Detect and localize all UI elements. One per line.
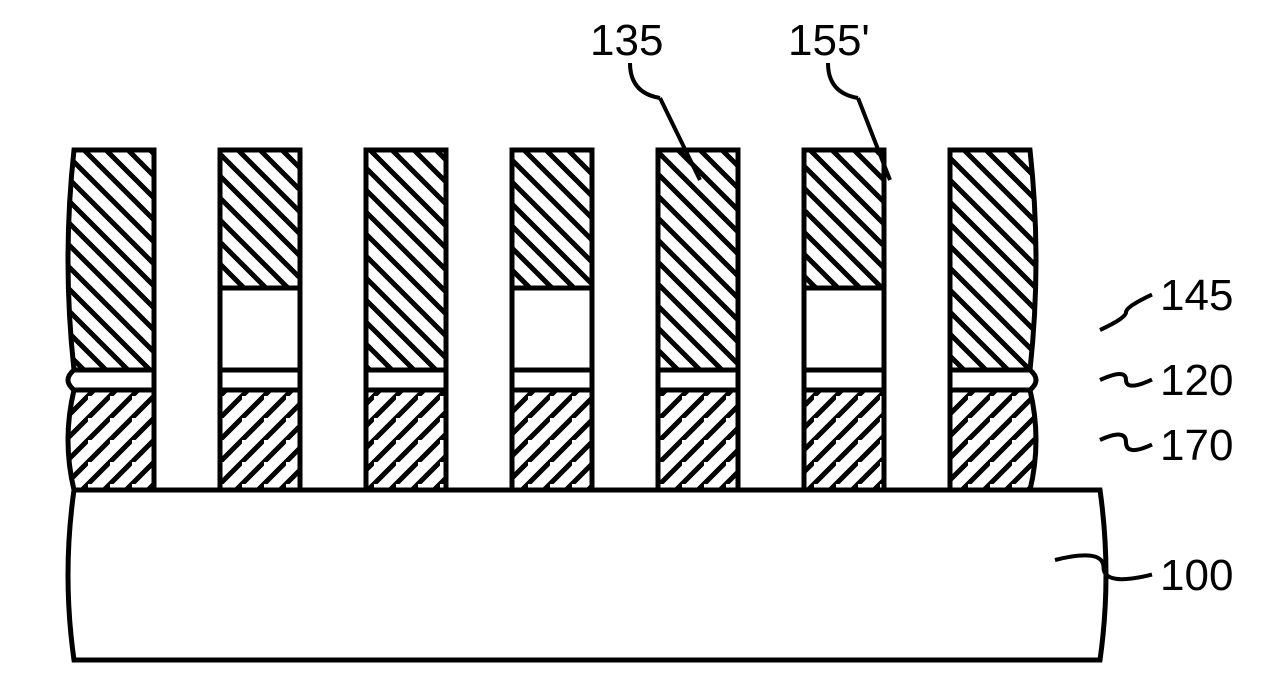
callout-label: 155' <box>788 16 870 65</box>
layer-segment <box>512 390 592 490</box>
layer-segment <box>950 390 1036 490</box>
layer-segment <box>68 370 154 390</box>
callout-label: 100 <box>1160 551 1233 600</box>
layer-segment <box>950 150 1036 370</box>
layer-segment <box>658 370 738 390</box>
layer-segment <box>512 288 592 370</box>
layer-segment <box>366 390 446 490</box>
leader-line <box>1100 295 1152 330</box>
layer-segment <box>366 370 446 390</box>
leader-line <box>1100 374 1152 386</box>
layer-segment <box>804 150 884 288</box>
layer-segment <box>68 390 154 490</box>
layer-segment <box>68 150 154 370</box>
layer-segment <box>950 370 1036 390</box>
layer-segment <box>366 150 446 370</box>
layer-segment <box>658 390 738 490</box>
callout-label: 145 <box>1160 271 1233 320</box>
leader-line <box>828 63 858 98</box>
layer-segment <box>220 370 300 390</box>
layer-segment <box>220 150 300 288</box>
layer-segment <box>658 150 738 370</box>
substrate <box>68 490 1106 660</box>
layer-segment <box>804 288 884 370</box>
layer-segment <box>804 370 884 390</box>
layer-segment <box>512 370 592 390</box>
layer-segment <box>220 390 300 490</box>
leader-line <box>630 63 660 98</box>
layer-segment <box>512 150 592 288</box>
callout-label: 120 <box>1160 356 1233 405</box>
callout-label: 170 <box>1160 421 1233 470</box>
leader-line <box>1100 435 1152 451</box>
layer-segment <box>220 288 300 370</box>
cross-section-diagram: 135 155' 145 120 170 100 <box>0 0 1288 693</box>
callout-label: 135 <box>590 16 663 65</box>
layer-segment <box>804 390 884 490</box>
